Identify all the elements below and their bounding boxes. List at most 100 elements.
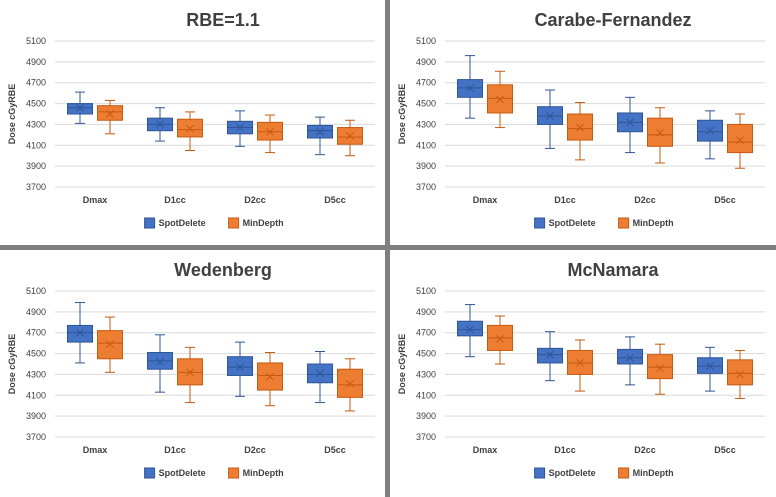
mean-marker — [186, 368, 194, 377]
chart-panel-wedenberg: Wedenberg 3700 3900 4100 4300 4500 4700 4900 510… — [0, 250, 385, 497]
mean-marker — [626, 353, 634, 362]
y-tick-label: 4300 — [416, 369, 436, 379]
mean-marker — [76, 103, 84, 112]
chart-panel-mcnamara: McNamara 3700 3900 4100 4300 4500 4700 4900 5100… — [390, 250, 776, 497]
chart-title: McNamara — [567, 260, 659, 280]
box-mindepth-d2cc — [647, 343, 673, 395]
legend-label-spotdelete: SpotDelete — [159, 218, 206, 228]
y-tick-label: 4700 — [416, 328, 436, 338]
chart-title: Wedenberg — [174, 260, 272, 280]
y-tick-label: 4100 — [26, 140, 46, 150]
chart-title: RBE=1.1 — [186, 10, 260, 30]
mean-marker — [576, 123, 584, 132]
box-spotdelete-d5cc — [697, 110, 723, 160]
y-tick-label: 4700 — [416, 78, 436, 88]
box-mindepth-dmax — [487, 315, 513, 365]
y-tick-label: 4300 — [26, 119, 46, 129]
mean-marker — [266, 127, 274, 136]
mean-marker — [156, 120, 164, 129]
box-mindepth-d5cc — [337, 358, 363, 412]
y-axis-label: Dose cGyRBE — [7, 334, 17, 395]
x-tick-label: D1cc — [554, 195, 576, 205]
box-body — [97, 105, 123, 121]
mean-marker — [186, 124, 194, 133]
legend-swatch-spotdelete — [144, 467, 156, 479]
chart-svg: Carabe-Fernandez 3700 3900 4100 4300 4500 4700… — [397, 10, 765, 229]
box-spotdelete-dmax — [67, 301, 93, 364]
y-tick-label: 4700 — [26, 328, 46, 338]
chart-panel-rbe: RBE=1.1 3700 3900 4100 4300 4500 4700 4900 5100 D… — [0, 0, 385, 245]
box-spotdelete-d1cc — [537, 331, 563, 382]
x-tick-label: D2cc — [634, 445, 656, 455]
y-tick-label: 4500 — [416, 349, 436, 359]
legend-label-mindepth: MinDepth — [243, 218, 284, 228]
box-spotdelete-d1cc — [147, 107, 173, 142]
mean-marker — [496, 95, 504, 104]
box-mindepth-d2cc — [257, 352, 283, 407]
mean-marker — [706, 126, 714, 135]
y-tick-label: 4900 — [26, 57, 46, 67]
box-mindepth-dmax — [97, 99, 123, 135]
box-mindepth-d2cc — [647, 107, 673, 164]
mean-marker — [656, 364, 664, 373]
mean-marker — [106, 340, 114, 349]
mean-marker — [496, 335, 504, 343]
box-body — [67, 103, 93, 115]
mean-marker — [236, 123, 244, 132]
x-tick-label: D5cc — [714, 195, 736, 205]
box-body — [457, 320, 483, 337]
box-spotdelete-d2cc — [617, 336, 643, 386]
mean-marker — [546, 350, 554, 359]
mean-marker — [346, 132, 354, 140]
y-tick-label: 4100 — [26, 390, 46, 400]
chart-svg: Wedenberg 3700 3900 4100 4300 4500 4700 4900 510… — [7, 260, 375, 479]
y-tick-label: 3900 — [416, 161, 436, 171]
mean-marker — [466, 325, 474, 334]
box-mindepth-d1cc — [177, 111, 203, 151]
box-body — [727, 123, 753, 154]
mean-marker — [736, 136, 744, 144]
chart-title: Carabe-Fernandez — [534, 10, 691, 30]
y-tick-label: 4900 — [416, 307, 436, 317]
y-tick-label: 3900 — [26, 411, 46, 421]
legend-swatch-spotdelete — [534, 467, 546, 479]
box-spotdelete-d2cc — [227, 110, 253, 147]
y-tick-label: 4100 — [416, 140, 436, 150]
y-tick-label: 3900 — [416, 411, 436, 421]
mean-marker — [626, 118, 634, 127]
y-axis-label: Dose cGyRBE — [7, 84, 17, 145]
legend-swatch-mindepth — [228, 467, 240, 479]
y-tick-label: 5100 — [26, 286, 46, 296]
box-spotdelete-dmax — [457, 55, 483, 119]
x-tick-label: D2cc — [634, 195, 656, 205]
y-tick-label: 5100 — [26, 36, 46, 46]
box-body — [227, 356, 253, 376]
x-tick-label: Dmax — [473, 445, 498, 455]
box-body — [67, 324, 93, 343]
y-tick-label: 5100 — [416, 286, 436, 296]
x-tick-label: D2cc — [244, 195, 266, 205]
box-mindepth-d2cc — [257, 114, 283, 154]
mean-marker — [706, 362, 714, 370]
y-tick-label: 3700 — [26, 182, 46, 192]
y-tick-label: 3700 — [416, 182, 436, 192]
y-axis-label: Dose cGyRBE — [397, 334, 407, 395]
box-mindepth-d5cc — [337, 119, 363, 157]
legend-label-mindepth: MinDepth — [633, 468, 674, 478]
y-tick-label: 4500 — [416, 99, 436, 109]
box-spotdelete-d1cc — [537, 89, 563, 149]
x-tick-label: D2cc — [244, 445, 266, 455]
y-axis-label: Dose cGyRBE — [397, 84, 407, 145]
legend-swatch-spotdelete — [534, 217, 546, 229]
mean-marker — [346, 379, 354, 388]
y-tick-label: 4300 — [26, 369, 46, 379]
mean-marker — [656, 128, 664, 137]
legend-label-spotdelete: SpotDelete — [549, 468, 596, 478]
box-body — [487, 84, 513, 114]
mean-marker — [76, 328, 84, 337]
mean-marker — [316, 127, 324, 136]
box-mindepth-dmax — [97, 316, 123, 373]
legend-swatch-spotdelete — [144, 217, 156, 229]
x-tick-label: D1cc — [554, 445, 576, 455]
